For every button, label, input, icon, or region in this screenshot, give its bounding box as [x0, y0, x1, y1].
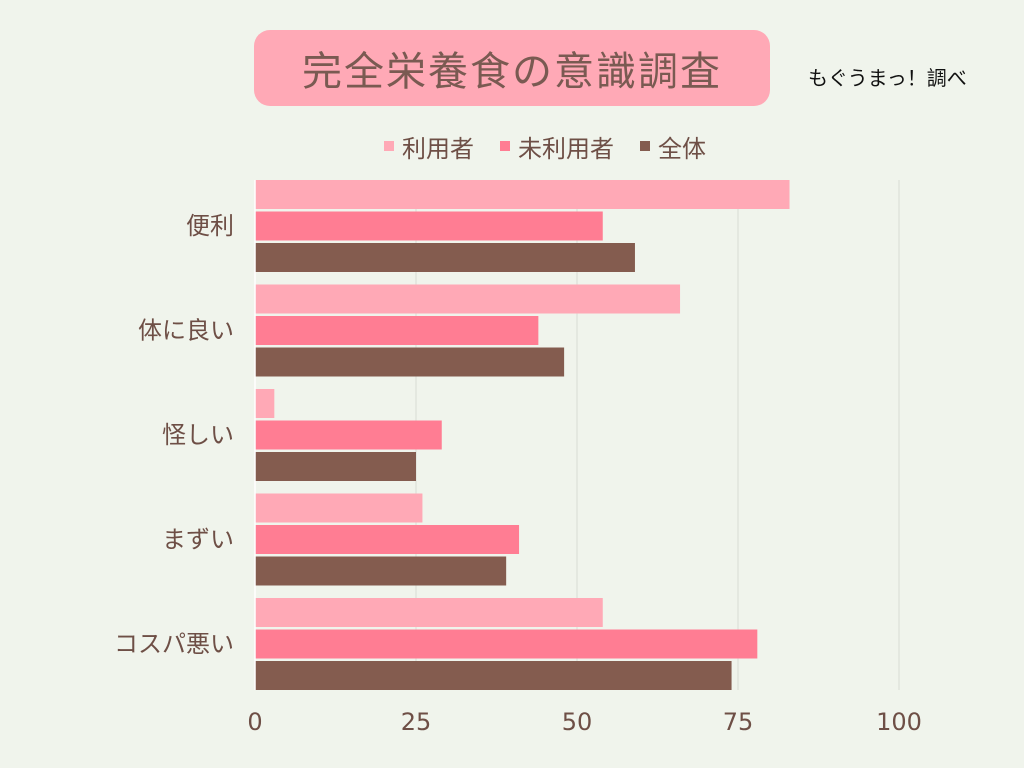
legend-item-total: 全体 — [640, 129, 706, 164]
legend-label-total: 全体 — [658, 134, 706, 163]
x-tick-label: 0 — [247, 708, 262, 736]
legend-label-users: 利用者 — [402, 134, 474, 163]
category-label: まずい — [162, 526, 234, 554]
bar — [255, 211, 603, 241]
x-tick-label: 75 — [723, 708, 754, 736]
legend-item-nonusers: 未利用者 — [500, 129, 614, 164]
legend-label-nonusers: 未利用者 — [518, 134, 614, 163]
title-banner: 完全栄養食の意識調査 — [254, 30, 770, 106]
bar — [255, 347, 565, 377]
legend-swatch-nonusers — [500, 141, 510, 151]
category-label: 怪しい — [162, 421, 234, 449]
bar — [255, 556, 507, 586]
x-tick-label: 100 — [876, 708, 922, 736]
bar — [255, 243, 635, 272]
bar — [255, 420, 442, 450]
legend-item-users: 利用者 — [384, 129, 474, 164]
bar — [255, 180, 790, 209]
bar — [255, 284, 681, 314]
category-label: 体に良い — [138, 317, 234, 345]
x-tick-label: 50 — [562, 708, 593, 736]
bar — [255, 452, 416, 481]
bar — [255, 598, 603, 627]
bar — [255, 493, 423, 523]
x-tick-label: 25 — [401, 708, 432, 736]
bar — [255, 525, 520, 554]
legend-swatch-total — [640, 141, 650, 151]
category-label: 便利 — [186, 212, 234, 240]
source-note: もぐうまっ！調べ — [808, 66, 967, 90]
bar — [255, 389, 275, 418]
bar — [255, 661, 732, 690]
chart-title: 完全栄養食の意識調査 — [302, 49, 722, 95]
chart-legend: 利用者 未利用者 全体 — [384, 128, 706, 164]
legend-swatch-users — [384, 141, 394, 151]
category-label: コスパ悪い — [114, 630, 234, 658]
bar — [255, 629, 758, 659]
bar — [255, 316, 539, 345]
